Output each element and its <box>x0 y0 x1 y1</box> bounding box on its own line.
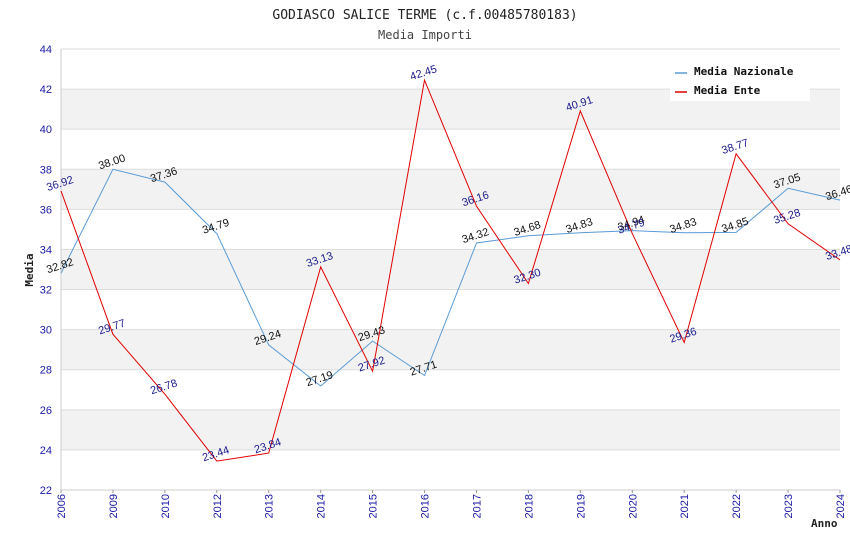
x-tick-label: 2014 <box>316 494 328 518</box>
series-layer <box>60 78 841 462</box>
x-tick-label: 2018 <box>523 494 535 518</box>
x-tick-label: 2006 <box>56 494 68 518</box>
x-tick-label: 2023 <box>783 494 795 518</box>
chart-title: GODIASCO SALICE TERME (c.f.00485780183) <box>272 8 577 23</box>
x-tick-label: 2021 <box>679 494 691 518</box>
plot-background <box>61 49 840 490</box>
y-tick-label: 22 <box>40 485 52 497</box>
legend-label-media-ente: Media Ente <box>694 84 761 97</box>
x-axis-ticks: 2006 2009 2010 2012 2013 2014 2015 2016 2017 2018… <box>56 490 847 518</box>
x-axis-label: Anno <box>811 517 838 530</box>
y-tick-label: 44 <box>40 44 52 56</box>
x-tick-label: 2019 <box>575 494 587 518</box>
legend-box <box>670 60 810 101</box>
y-tick-label: 38 <box>40 164 52 176</box>
x-tick-label: 2013 <box>264 494 276 518</box>
legend: Media Nazionale Media Ente <box>670 60 810 101</box>
y-tick-label: 34 <box>40 244 52 256</box>
legend-label-media-nazionale: Media Nazionale <box>694 65 794 78</box>
plot-band <box>61 369 840 410</box>
y-tick-label: 40 <box>40 124 52 136</box>
y-tick-label: 30 <box>40 325 52 337</box>
x-tick-label: 2017 <box>471 494 483 518</box>
plot-band <box>61 329 840 370</box>
plot-band <box>61 129 840 170</box>
x-tick-label: 2015 <box>368 494 380 518</box>
plot-band <box>61 249 840 290</box>
x-tick-label: 2022 <box>731 494 743 518</box>
y-tick-label: 28 <box>40 365 52 377</box>
series-line-media-nazionale <box>60 168 841 387</box>
y-axis-label: Media <box>23 253 36 286</box>
y-axis-ticks: 22 24 26 28 30 32 34 36 38 40 42 44 <box>40 44 52 497</box>
plot-band <box>61 169 840 210</box>
x-tick-label: 2010 <box>160 494 172 518</box>
chart-subtitle: Media Importi <box>378 28 472 42</box>
y-tick-label: 36 <box>40 204 52 216</box>
y-tick-label: 32 <box>40 285 52 297</box>
axes <box>60 49 840 491</box>
plot-band <box>61 449 840 490</box>
series-line-media-ente <box>60 78 841 462</box>
x-tick-label: 2016 <box>420 494 432 518</box>
x-tick-label: 2020 <box>627 494 639 518</box>
plot-band <box>61 409 840 450</box>
plot-band <box>61 209 840 250</box>
y-tick-label: 42 <box>40 84 52 96</box>
y-tick-label: 24 <box>40 445 52 457</box>
y-tick-label: 26 <box>40 405 52 417</box>
x-tick-label: 2009 <box>108 494 120 518</box>
x-tick-label: 2024 <box>835 494 847 518</box>
x-tick-label: 2012 <box>212 494 224 518</box>
